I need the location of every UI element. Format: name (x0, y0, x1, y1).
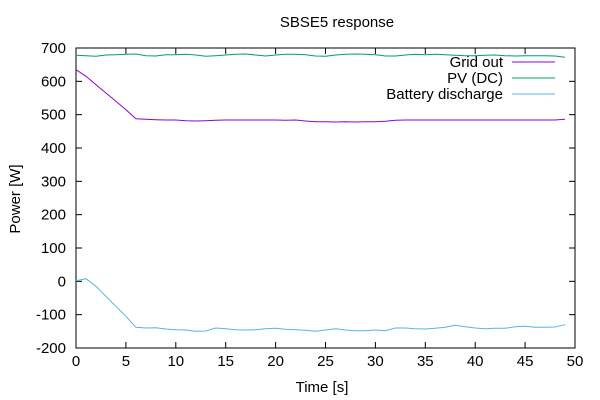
y-tick-label: 500 (41, 107, 66, 124)
x-tick-label: 25 (317, 353, 334, 370)
x-tick-label: 15 (217, 353, 234, 370)
y-tick-label: 300 (41, 173, 66, 190)
y-tick-label: 100 (41, 240, 66, 257)
x-tick-label: 10 (167, 353, 184, 370)
y-tick-label: 0 (58, 273, 66, 290)
x-tick-label: 40 (467, 353, 484, 370)
series-line-battery-discharge (75, 278, 566, 332)
series-line-grid-out (75, 69, 566, 123)
x-tick-label: 0 (72, 353, 80, 370)
x-tick-label: 45 (517, 353, 534, 370)
legend-label-pv-dc: PV (DC) (447, 70, 503, 87)
x-tick-label: 35 (417, 353, 434, 370)
y-tick-label: -200 (36, 340, 66, 357)
y-tick-label: -100 (36, 307, 66, 324)
x-tick-label: 30 (367, 353, 384, 370)
legend-label-grid-out: Grid out (450, 54, 504, 71)
y-tick-label: 400 (41, 140, 66, 157)
y-tick-label: 200 (41, 207, 66, 224)
y-axis-label: Power [W] (7, 164, 24, 233)
y-tick-label: 600 (41, 73, 66, 90)
legend-label-battery-discharge: Battery discharge (386, 86, 503, 103)
series-line-pv-dc (75, 53, 566, 58)
x-tick-label: 50 (567, 353, 584, 370)
x-tick-label: 20 (267, 353, 284, 370)
x-tick-label: 5 (122, 353, 130, 370)
plot-area: 0 5 10 15 20 25 30 35 40 45 50 -200 -100 0 100 200 300 40… (36, 40, 583, 370)
chart-title: SBSE5 response (280, 14, 394, 31)
y-tick-label: 700 (41, 40, 66, 57)
x-axis-label: Time [s] (296, 379, 349, 396)
